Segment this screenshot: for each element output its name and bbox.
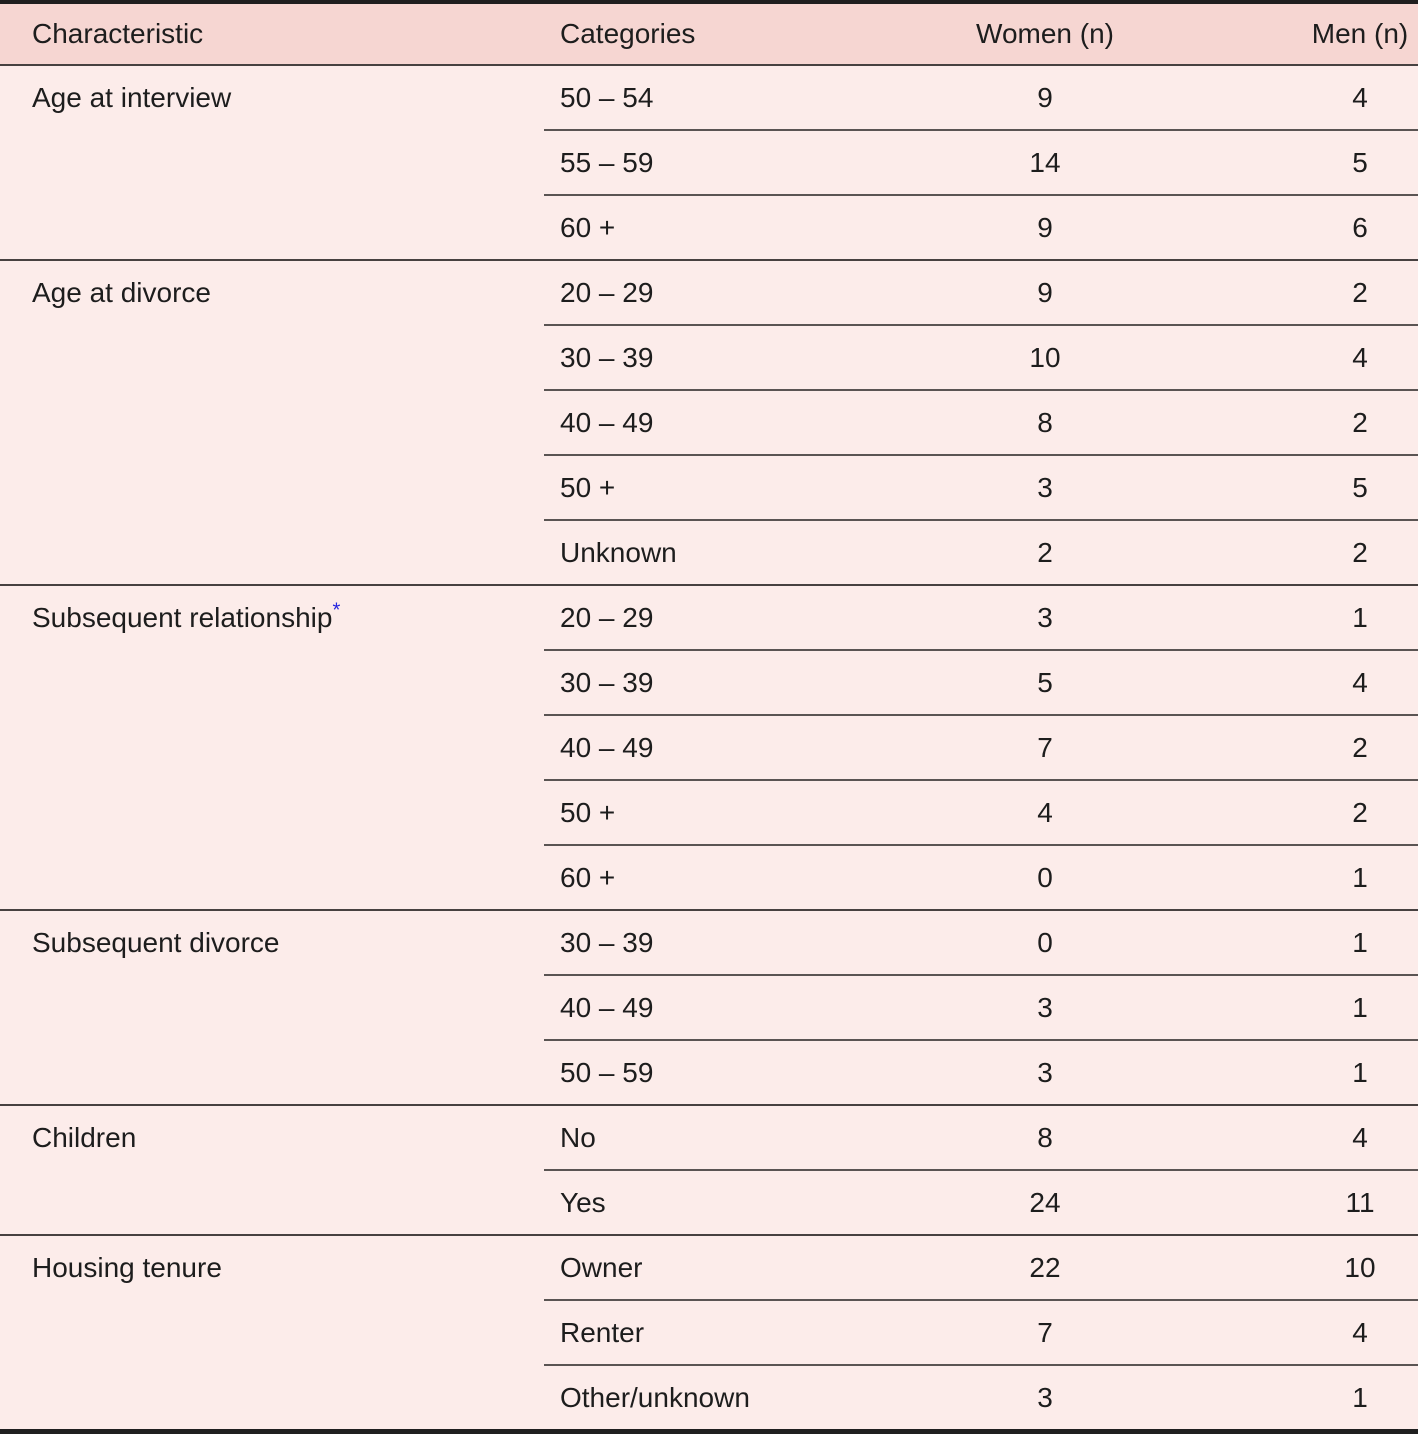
women-count-cell: 3 — [864, 454, 1226, 520]
table-row: Children No 8 4 — [0, 1104, 1418, 1235]
category-cell: 40 – 49 — [544, 974, 864, 1040]
category-cell: Renter — [544, 1299, 864, 1365]
category-cell: 20 – 29 — [544, 584, 864, 650]
footnote-asterisk: * — [332, 599, 341, 622]
category-cell: 40 – 49 — [544, 714, 864, 780]
table-row: Unknown 2 2 — [0, 519, 1418, 585]
category-cell: 30 – 39 — [544, 324, 864, 390]
men-count-cell: 5 — [1226, 454, 1418, 520]
women-count-cell: 22 — [864, 1234, 1226, 1300]
category-cell: Unknown — [544, 519, 864, 585]
characteristic-cell: Housing tenure — [0, 1234, 544, 1432]
table-row: 50 +3 5 — [0, 454, 1418, 520]
category-cell: 50 + — [544, 779, 864, 845]
category-cell: Owner — [544, 1234, 864, 1300]
category-cell: Other/unknown — [544, 1364, 864, 1432]
table-row: 30 – 39 5 4 — [0, 649, 1418, 715]
men-count-cell: 5 — [1226, 129, 1418, 195]
men-count-cell: 1 — [1226, 584, 1418, 650]
women-count-cell: 9 — [864, 259, 1226, 325]
men-count-cell: 1 — [1226, 1364, 1418, 1432]
table-row: Yes 24 11 — [0, 1169, 1418, 1235]
table-body: Age at interview 50 – 54 9 4 55 – 59 14 5 60 +9… — [0, 65, 1418, 1432]
men-count-cell: 4 — [1226, 1104, 1418, 1170]
men-count-cell: 1 — [1226, 844, 1418, 910]
table-row: 60 +9 6 — [0, 194, 1418, 260]
women-count-cell: 3 — [864, 974, 1226, 1040]
category-cell: 50 + — [544, 454, 864, 520]
category-cell: 60 + — [544, 194, 864, 260]
women-count-cell: 5 — [864, 649, 1226, 715]
table-row: Subsequent divorce 30 – 39 0 1 — [0, 909, 1418, 1105]
women-count-cell: 2 — [864, 519, 1226, 585]
category-cell: No — [544, 1104, 864, 1170]
column-header-men-n: Men (n) — [1226, 2, 1418, 66]
men-count-cell: 1 — [1226, 1039, 1418, 1105]
category-cell: 60 + — [544, 844, 864, 910]
women-count-cell: 7 — [864, 1299, 1226, 1365]
women-count-cell: 24 — [864, 1169, 1226, 1235]
table-row: 40 – 49 7 2 — [0, 714, 1418, 780]
women-count-cell: 10 — [864, 324, 1226, 390]
women-count-cell: 8 — [864, 1104, 1226, 1170]
category-cell: 55 – 59 — [544, 129, 864, 195]
table-row: 40 – 49 8 2 — [0, 389, 1418, 455]
table-row: 55 – 59 14 5 — [0, 129, 1418, 195]
women-count-cell: 8 — [864, 389, 1226, 455]
table-row: 40 – 49 3 1 — [0, 974, 1418, 1040]
characteristic-cell: Subsequent relationship* — [0, 584, 544, 910]
men-count-cell: 6 — [1226, 194, 1418, 260]
men-count-cell: 2 — [1226, 259, 1418, 325]
women-count-cell: 0 — [864, 844, 1226, 910]
characteristic-cell: Age at interview — [0, 65, 544, 260]
women-count-cell: 4 — [864, 779, 1226, 845]
men-count-cell: 2 — [1226, 714, 1418, 780]
women-count-cell: 14 — [864, 129, 1226, 195]
category-cell: 50 – 59 — [544, 1039, 864, 1105]
women-count-cell: 3 — [864, 584, 1226, 650]
column-header-categories: Categories — [544, 2, 864, 66]
men-count-cell: 4 — [1226, 324, 1418, 390]
men-count-cell: 1 — [1226, 974, 1418, 1040]
category-cell: 40 – 49 — [544, 389, 864, 455]
category-cell: 50 – 54 — [544, 65, 864, 130]
table-row: Age at divorce 20 – 29 9 2 — [0, 259, 1418, 585]
table-row: Subsequent relationship* 20 – 29 3 1 — [0, 584, 1418, 910]
column-header-characteristic: Characteristic — [0, 2, 544, 66]
table-row: 50 – 59 3 1 — [0, 1039, 1418, 1105]
category-cell: Yes — [544, 1169, 864, 1235]
men-count-cell: 4 — [1226, 1299, 1418, 1365]
men-count-cell: 11 — [1226, 1169, 1418, 1235]
characteristic-cell: Age at divorce — [0, 259, 544, 585]
men-count-cell: 2 — [1226, 389, 1418, 455]
men-count-cell: 4 — [1226, 65, 1418, 130]
table-header: Characteristic Categories Women (n) Men … — [0, 2, 1418, 66]
header-row: Characteristic Categories Women (n) Men … — [0, 2, 1418, 66]
men-count-cell: 10 — [1226, 1234, 1418, 1300]
table-row: 50 +4 2 — [0, 779, 1418, 845]
category-cell: 20 – 29 — [544, 259, 864, 325]
table-row: 30 – 39 10 4 — [0, 324, 1418, 390]
category-cell: 30 – 39 — [544, 909, 864, 975]
characteristic-cell: Subsequent divorce — [0, 909, 544, 1105]
women-count-cell: 3 — [864, 1364, 1226, 1432]
women-count-cell: 3 — [864, 1039, 1226, 1105]
men-count-cell: 2 — [1226, 519, 1418, 585]
women-count-cell: 9 — [864, 65, 1226, 130]
men-count-cell: 1 — [1226, 909, 1418, 975]
women-count-cell: 0 — [864, 909, 1226, 975]
table-row: 60 +0 1 — [0, 844, 1418, 910]
men-count-cell: 2 — [1226, 779, 1418, 845]
characteristic-cell: Children — [0, 1104, 544, 1235]
category-cell: 30 – 39 — [544, 649, 864, 715]
column-header-women-n: Women (n) — [864, 2, 1226, 66]
women-count-cell: 9 — [864, 194, 1226, 260]
table-row: Age at interview 50 – 54 9 4 — [0, 65, 1418, 260]
table-row: Housing tenure Owner 22 10 — [0, 1234, 1418, 1432]
women-count-cell: 7 — [864, 714, 1226, 780]
men-count-cell: 4 — [1226, 649, 1418, 715]
table-row: Renter 7 4 — [0, 1299, 1418, 1365]
